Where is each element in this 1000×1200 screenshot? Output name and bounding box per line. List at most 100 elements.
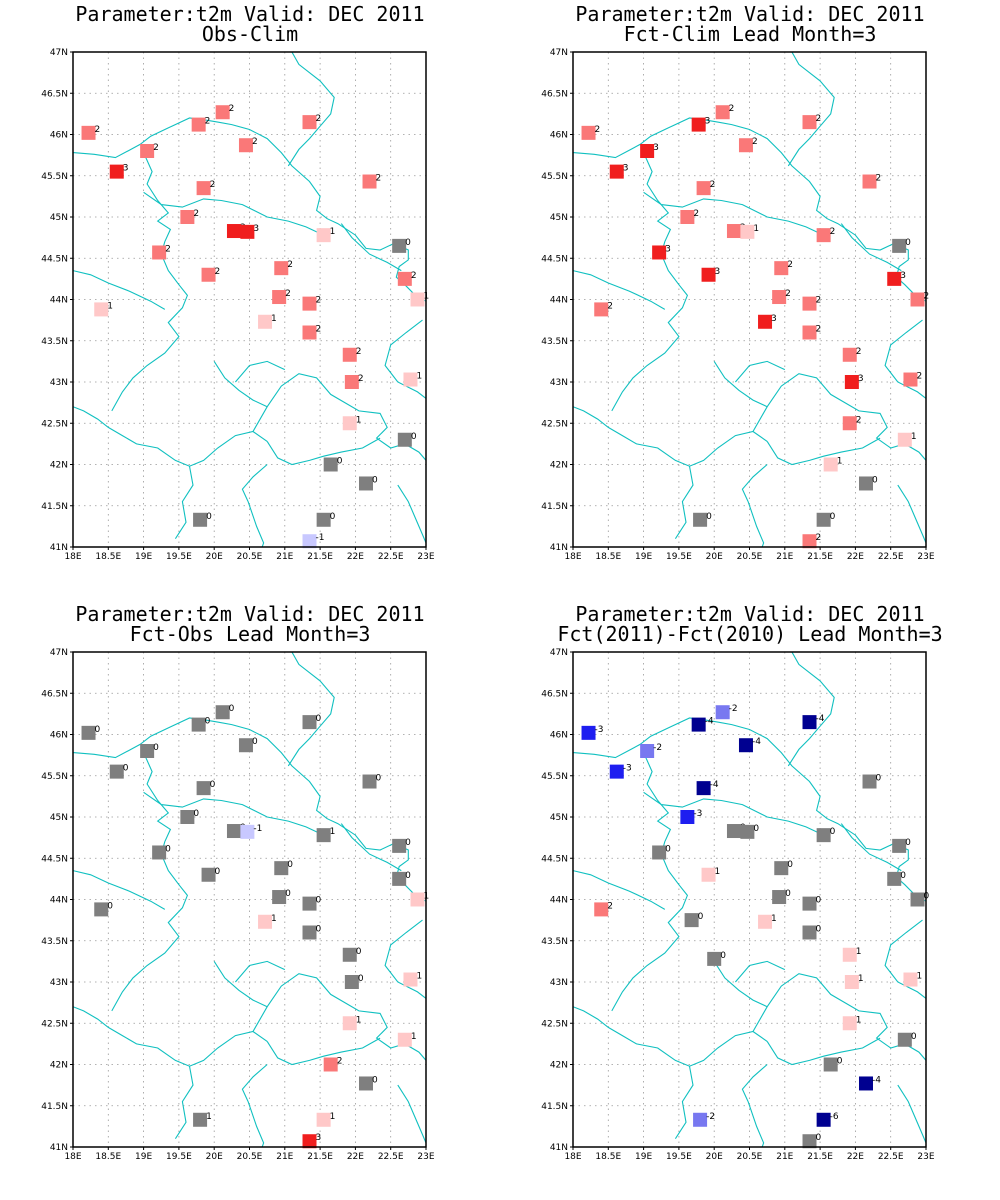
panel-subtitle: Obs-Clim	[201, 22, 299, 46]
y-tick-label: 43N	[50, 978, 68, 988]
border-line	[397, 484, 426, 544]
gridlines	[573, 52, 926, 547]
station-value: 1	[411, 1032, 417, 1042]
station-value: 0	[876, 774, 882, 784]
station-marker	[397, 432, 412, 447]
station-marker	[693, 1112, 708, 1127]
border-line	[747, 501, 765, 547]
x-tick-label: 22.5E	[378, 1152, 404, 1162]
x-tick-label: 23E	[417, 1152, 434, 1162]
station-value: 0	[905, 238, 911, 248]
border-line	[573, 870, 666, 910]
station-marker	[302, 115, 317, 130]
station-map: 223232322221203323222232232211000218E18.…	[541, 48, 935, 562]
border-line	[73, 1006, 268, 1067]
x-tick-label: 20.5E	[737, 552, 763, 562]
gridlines	[73, 652, 426, 1147]
station-marker	[696, 181, 711, 196]
y-tick-label: 46N	[50, 731, 68, 741]
x-tick-label: 23E	[417, 552, 434, 562]
border-line	[73, 406, 268, 467]
station-marker	[738, 738, 753, 753]
station-value: 0	[405, 838, 411, 848]
border-line	[787, 52, 835, 167]
y-tick-label: 43.5N	[541, 937, 568, 947]
station-marker	[362, 774, 377, 789]
station-value: 0	[405, 871, 411, 881]
x-tick-label: 21.5E	[807, 1152, 833, 1162]
border-line	[143, 191, 321, 234]
station-value: 1	[107, 301, 113, 311]
station-value: 2	[210, 180, 216, 190]
station-value: 0	[905, 838, 911, 848]
station-value: 0	[316, 714, 322, 724]
station-marker	[316, 512, 331, 527]
station-marker	[816, 828, 831, 843]
y-tick-label: 44.5N	[541, 254, 568, 264]
y-tick-label: 44N	[50, 896, 68, 906]
x-tick-label: 22.5E	[878, 552, 904, 562]
x-tick-label: 18E	[64, 552, 81, 562]
station-value: -3	[693, 809, 702, 819]
station-marker	[892, 838, 907, 853]
border-line	[884, 919, 926, 999]
station-marker	[652, 245, 667, 260]
y-tick-label: 45N	[550, 213, 568, 223]
y-tick-label: 42.5N	[41, 419, 68, 429]
station-marker	[903, 972, 918, 987]
station-marker	[196, 181, 211, 196]
station-value: 0	[337, 457, 343, 467]
map-panel-fct-diff: Parameter:t2m Valid: DEC 2011 Fct(2011)-…	[500, 600, 1000, 1200]
station-marker	[862, 774, 877, 789]
station-value: 2	[916, 372, 922, 382]
station-marker	[323, 457, 338, 472]
station-marker	[858, 476, 873, 491]
y-tick-label: 44N	[550, 896, 568, 906]
station-value: 0	[358, 974, 364, 984]
station-marker	[640, 744, 655, 758]
x-tick-label: 23E	[917, 552, 934, 562]
border-line	[252, 373, 426, 461]
station-value: 2	[356, 347, 362, 357]
y-tick-label: 42N	[50, 461, 68, 471]
station-map: 00000000000-1100000001010001112011318E18…	[41, 648, 435, 1162]
station-value: 2	[316, 325, 322, 335]
station-value: 2	[252, 137, 258, 147]
border-line	[266, 437, 381, 466]
station-marker	[274, 861, 289, 876]
x-tick-label: 23E	[917, 1152, 934, 1162]
station-marker	[640, 144, 655, 158]
border-line	[384, 319, 426, 399]
station-value: -2	[729, 704, 738, 714]
coastlines	[573, 652, 926, 1147]
station-marker	[152, 245, 167, 260]
station-value: 2	[856, 415, 862, 425]
station-marker	[680, 210, 695, 224]
station-value: -1	[316, 533, 325, 543]
station-value: 2	[785, 289, 791, 299]
x-tick-label: 19E	[635, 1152, 652, 1162]
station-marker	[196, 781, 211, 796]
y-tick-label: 42N	[550, 461, 568, 471]
station-value: 2	[607, 301, 613, 311]
station-marker	[802, 925, 817, 940]
station-value: 2	[376, 174, 382, 184]
station-marker	[272, 290, 287, 305]
border-line	[884, 319, 926, 399]
x-tick-label: 20E	[206, 552, 223, 562]
station-marker	[802, 896, 817, 911]
x-tick-label: 21.5E	[307, 552, 333, 562]
border-line	[713, 361, 768, 408]
y-tick-label: 41N	[50, 543, 68, 553]
x-tick-label: 18E	[564, 552, 581, 562]
border-line	[340, 223, 402, 272]
x-tick-label: 22.5E	[378, 552, 404, 562]
x-tick-label: 21.5E	[307, 1152, 333, 1162]
border-line	[573, 717, 926, 902]
y-tick-label: 41.5N	[41, 502, 68, 512]
station-map: -3 -2 -4 -4 -2 -4 -3 -4 0 -3 0 0 0 0 0 1 0 0 0 0 0 2 0 1 0 1 0 1 1 1 0…	[541, 648, 935, 1162]
station-marker	[81, 125, 96, 140]
x-tick-label: 21E	[776, 552, 793, 562]
station-value: 2	[830, 227, 836, 237]
